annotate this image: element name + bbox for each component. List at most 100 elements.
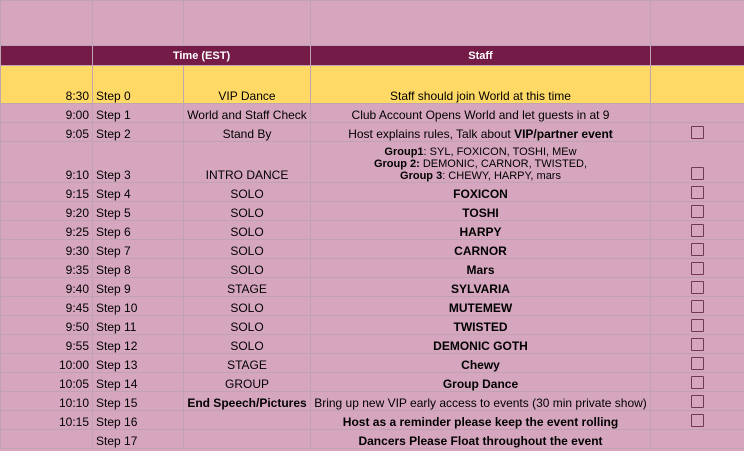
step-cell[interactable]: Step 4 <box>92 182 184 202</box>
activity-cell[interactable]: SOLO <box>183 296 311 316</box>
step-cell[interactable]: Step 13 <box>92 353 184 373</box>
checkbox[interactable] <box>691 262 704 275</box>
staff-cell[interactable]: Club Account Opens World and let guests … <box>310 103 651 123</box>
activity-cell[interactable]: STAGE <box>183 277 311 297</box>
checkbox[interactable] <box>691 395 704 408</box>
cell[interactable] <box>92 0 184 46</box>
header-cell[interactable] <box>0 45 93 66</box>
checkbox[interactable] <box>691 300 704 313</box>
staff-cell[interactable]: Dancers Please Float throughout the even… <box>310 429 651 449</box>
checkbox[interactable] <box>691 338 704 351</box>
checkbox-cell[interactable] <box>650 122 744 142</box>
checkbox[interactable] <box>691 126 704 139</box>
staff-cell[interactable]: Staff should join World at this time <box>310 65 651 104</box>
staff-cell[interactable]: Host explains rules, Talk about VIP/part… <box>310 122 651 142</box>
staff-cell[interactable]: SYLVARIA <box>310 277 651 297</box>
time-cell[interactable]: 9:00 <box>0 103 93 123</box>
cell[interactable] <box>0 0 93 46</box>
staff-cell[interactable]: Chewy <box>310 353 651 373</box>
activity-cell[interactable] <box>183 429 311 449</box>
activity-cell[interactable]: SOLO <box>183 220 311 240</box>
checkbox[interactable] <box>691 224 704 237</box>
activity-cell[interactable] <box>183 410 311 430</box>
time-cell[interactable]: 8:30 <box>0 65 93 104</box>
checkbox-cell[interactable] <box>650 220 744 240</box>
activity-cell[interactable]: STAGE <box>183 353 311 373</box>
checkbox-cell[interactable] <box>650 141 744 183</box>
checkbox-cell[interactable] <box>650 182 744 202</box>
step-cell[interactable]: Step 5 <box>92 201 184 221</box>
checkbox[interactable] <box>691 357 704 370</box>
step-cell[interactable]: Step 8 <box>92 258 184 278</box>
activity-cell[interactable]: End Speech/Pictures <box>183 391 311 411</box>
checkbox-cell[interactable] <box>650 103 744 123</box>
activity-cell[interactable]: SOLO <box>183 334 311 354</box>
step-cell[interactable]: Step 11 <box>92 315 184 335</box>
step-cell[interactable]: Step 0 <box>92 65 184 104</box>
checkbox[interactable] <box>691 167 704 180</box>
staff-cell[interactable]: Group1: SYL, FOXICON, TOSHI, MEw Group 2:… <box>310 141 651 183</box>
time-cell[interactable]: 10:10 <box>0 391 93 411</box>
staff-cell[interactable]: CARNOR <box>310 239 651 259</box>
time-cell[interactable]: 9:05 <box>0 122 93 142</box>
time-cell[interactable]: 9:15 <box>0 182 93 202</box>
time-cell[interactable]: 10:05 <box>0 372 93 392</box>
checkbox-cell[interactable] <box>650 65 744 104</box>
time-cell[interactable]: 10:00 <box>0 353 93 373</box>
time-cell[interactable] <box>0 429 93 449</box>
staff-header[interactable]: Staff <box>310 45 651 66</box>
checkbox[interactable] <box>691 243 704 256</box>
activity-cell[interactable]: SOLO <box>183 258 311 278</box>
activity-cell[interactable]: SOLO <box>183 239 311 259</box>
staff-cell[interactable]: Bring up new VIP early access to events … <box>310 391 651 411</box>
time-cell[interactable]: 9:50 <box>0 315 93 335</box>
time-cell[interactable]: 10:15 <box>0 410 93 430</box>
activity-cell[interactable]: SOLO <box>183 182 311 202</box>
step-cell[interactable]: Step 6 <box>92 220 184 240</box>
cell[interactable] <box>310 0 651 46</box>
checkbox-cell[interactable] <box>650 239 744 259</box>
checkbox[interactable] <box>691 205 704 218</box>
step-cell[interactable]: Step 12 <box>92 334 184 354</box>
activity-cell[interactable]: VIP Dance <box>183 65 311 104</box>
cell[interactable] <box>183 0 311 46</box>
checkbox-cell[interactable] <box>650 315 744 335</box>
checkbox-cell[interactable] <box>650 391 744 411</box>
staff-cell[interactable]: Mars <box>310 258 651 278</box>
step-cell[interactable]: Step 15 <box>92 391 184 411</box>
staff-cell[interactable]: TWISTED <box>310 315 651 335</box>
staff-cell[interactable]: HARPY <box>310 220 651 240</box>
checkbox[interactable] <box>691 186 704 199</box>
checkbox-cell[interactable] <box>650 353 744 373</box>
step-cell[interactable]: Step 17 <box>92 429 184 449</box>
time-cell[interactable]: 9:45 <box>0 296 93 316</box>
staff-cell[interactable]: FOXICON <box>310 182 651 202</box>
activity-cell[interactable]: SOLO <box>183 201 311 221</box>
step-cell[interactable]: Step 2 <box>92 122 184 142</box>
checkbox-cell[interactable] <box>650 258 744 278</box>
time-header[interactable]: Time (EST) <box>92 45 311 66</box>
staff-cell[interactable]: DEMONIC GOTH <box>310 334 651 354</box>
checkbox-cell[interactable] <box>650 277 744 297</box>
activity-cell[interactable]: World and Staff Check <box>183 103 311 123</box>
step-cell[interactable]: Step 7 <box>92 239 184 259</box>
time-cell[interactable]: 9:35 <box>0 258 93 278</box>
time-cell[interactable]: 9:10 <box>0 141 93 183</box>
checkbox-cell[interactable] <box>650 296 744 316</box>
time-cell[interactable]: 9:55 <box>0 334 93 354</box>
cell[interactable] <box>650 0 744 46</box>
checkbox[interactable] <box>691 376 704 389</box>
time-cell[interactable]: 9:40 <box>0 277 93 297</box>
step-cell[interactable]: Step 14 <box>92 372 184 392</box>
staff-cell[interactable]: Host as a reminder please keep the event… <box>310 410 651 430</box>
step-cell[interactable]: Step 3 <box>92 141 184 183</box>
time-cell[interactable]: 9:30 <box>0 239 93 259</box>
activity-cell[interactable]: INTRO DANCE <box>183 141 311 183</box>
staff-cell[interactable]: TOSHI <box>310 201 651 221</box>
step-cell[interactable]: Step 16 <box>92 410 184 430</box>
checkbox-cell[interactable] <box>650 334 744 354</box>
checkbox[interactable] <box>691 281 704 294</box>
checkbox[interactable] <box>691 414 704 427</box>
checkbox-cell[interactable] <box>650 201 744 221</box>
time-cell[interactable]: 9:25 <box>0 220 93 240</box>
